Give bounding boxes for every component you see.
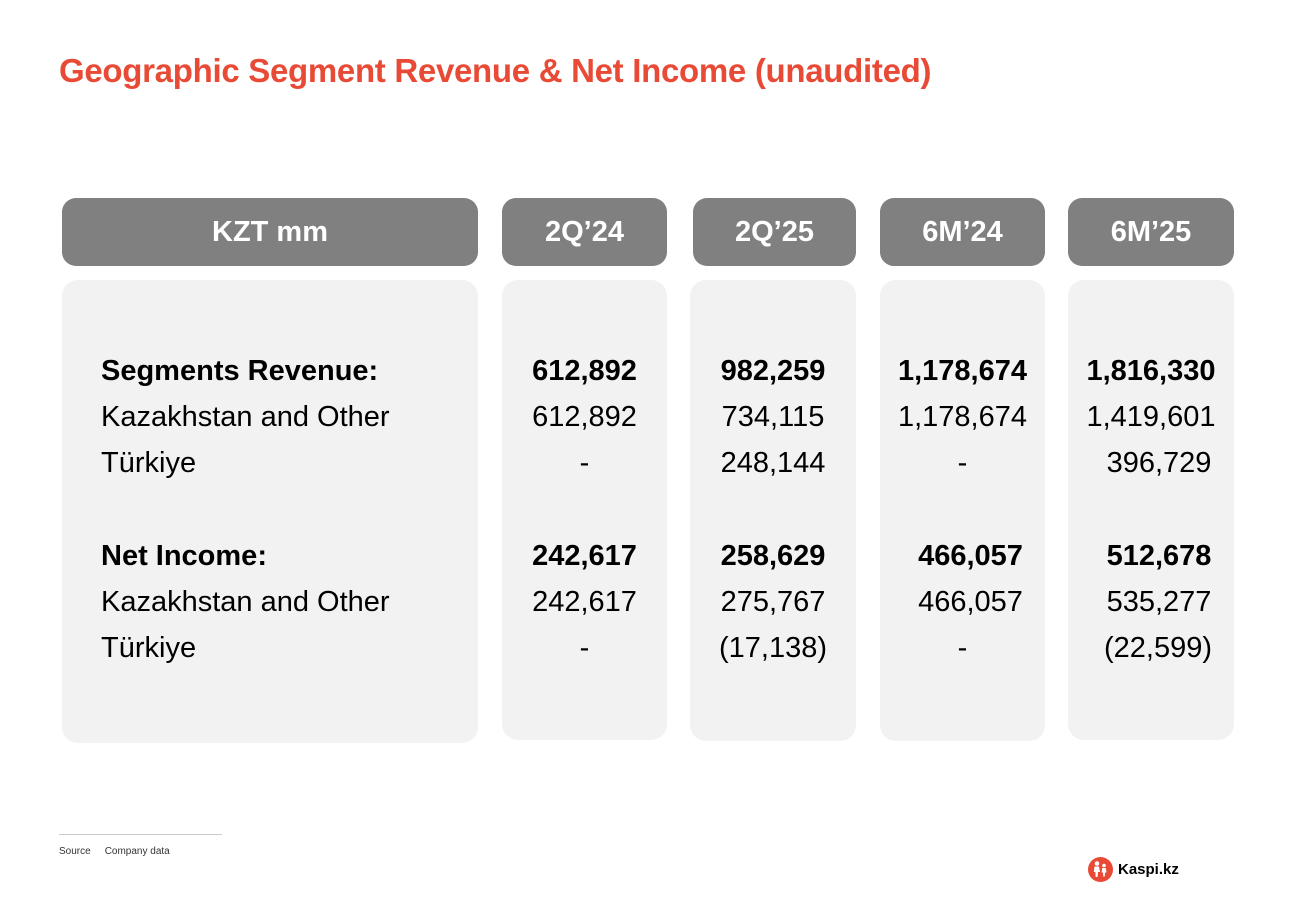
cell-6m24: 1,178,674 (897, 354, 1027, 387)
table-row-net-income-kazakhstan: Kazakhstan and Other 242,617 275,767 466… (0, 579, 1306, 625)
row-label: Segments Revenue: (101, 354, 379, 387)
cell-6m25: 1,419,601 (1086, 400, 1216, 433)
cell-6m24: 466,057 (918, 539, 1023, 572)
source-label: Source (59, 846, 91, 857)
column-header-6m25: 6M’25 (1068, 198, 1234, 266)
cell-6m24: 1,178,674 (897, 400, 1027, 433)
cell-2q25: 982,259 (720, 354, 826, 387)
footer-divider (59, 834, 222, 835)
table-row-segments-revenue: Segments Revenue: 612,892 982,259 1,178,… (0, 348, 1306, 394)
column-header-2q24: 2Q’24 (502, 198, 667, 266)
kaspi-logo-icon (1088, 856, 1113, 882)
page-title: Geographic Segment Revenue & Net Income … (59, 52, 932, 89)
value-column-panel-2q24 (502, 280, 667, 740)
cell-6m24: 466,057 (918, 585, 1023, 618)
cell-2q24: - (579, 631, 590, 664)
cell-2q24: 242,617 (532, 585, 637, 618)
cell-2q24: 242,617 (532, 539, 637, 572)
cell-2q25: 275,767 (720, 585, 826, 618)
cell-2q25: 248,144 (720, 446, 826, 479)
value-column-panel-6m25 (1068, 280, 1234, 740)
cell-2q25: 734,115 (721, 400, 825, 433)
kaspi-logo: Kaspi.kz (1088, 856, 1179, 882)
cell-2q24: 612,892 (532, 354, 637, 387)
cell-6m25: (22,599) (1103, 631, 1212, 664)
source-note: Source Company data (59, 846, 170, 857)
column-header-unit: KZT mm (62, 198, 478, 266)
row-label: Türkiye (101, 631, 197, 664)
value-column-panel-2q25 (690, 280, 856, 741)
row-label: Net Income: (101, 539, 267, 572)
cell-2q25: (17,138) (718, 631, 827, 664)
table-row-revenue-kazakhstan: Kazakhstan and Other 612,892 734,115 1,1… (0, 394, 1306, 440)
logo-wordmark: Kaspi.kz (1118, 860, 1179, 878)
cell-6m25: 512,678 (1106, 539, 1212, 572)
row-label: Kazakhstan and Other (101, 585, 390, 618)
cell-2q25: 258,629 (720, 539, 826, 572)
value-column-panel-6m24 (880, 280, 1045, 741)
cell-6m24: - (957, 446, 968, 479)
column-header-6m24: 6M’24 (880, 198, 1045, 266)
cell-2q24: - (579, 446, 590, 479)
cell-6m25: 1,816,330 (1086, 354, 1216, 387)
table-row-net-income-turkiye: Türkiye - (17,138) - (22,599) (0, 625, 1306, 671)
label-column-panel (62, 280, 478, 743)
cell-6m25: 535,277 (1106, 585, 1212, 618)
table-row-net-income: Net Income: 242,617 258,629 466,057 512,… (0, 533, 1306, 579)
row-label: Kazakhstan and Other (101, 400, 390, 433)
column-header-2q25: 2Q’25 (693, 198, 856, 266)
source-value: Company data (104, 846, 170, 857)
table-row-revenue-turkiye: Türkiye - 248,144 - 396,729 (0, 440, 1306, 486)
cell-6m24: - (957, 631, 968, 664)
cell-6m25: 396,729 (1106, 446, 1212, 479)
cell-2q24: 612,892 (532, 400, 637, 433)
row-label: Türkiye (101, 446, 197, 479)
